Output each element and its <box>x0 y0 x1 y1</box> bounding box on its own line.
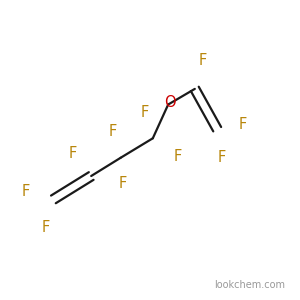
Text: lookchem.com: lookchem.com <box>214 280 285 290</box>
Text: F: F <box>141 105 149 120</box>
Text: F: F <box>239 117 247 132</box>
Text: F: F <box>21 184 29 199</box>
Text: F: F <box>218 150 226 165</box>
Text: F: F <box>41 220 50 235</box>
Text: F: F <box>118 176 127 191</box>
Text: F: F <box>199 53 207 68</box>
Text: O: O <box>164 95 176 110</box>
Text: F: F <box>174 149 182 164</box>
Text: F: F <box>109 124 117 139</box>
Text: F: F <box>69 146 77 161</box>
